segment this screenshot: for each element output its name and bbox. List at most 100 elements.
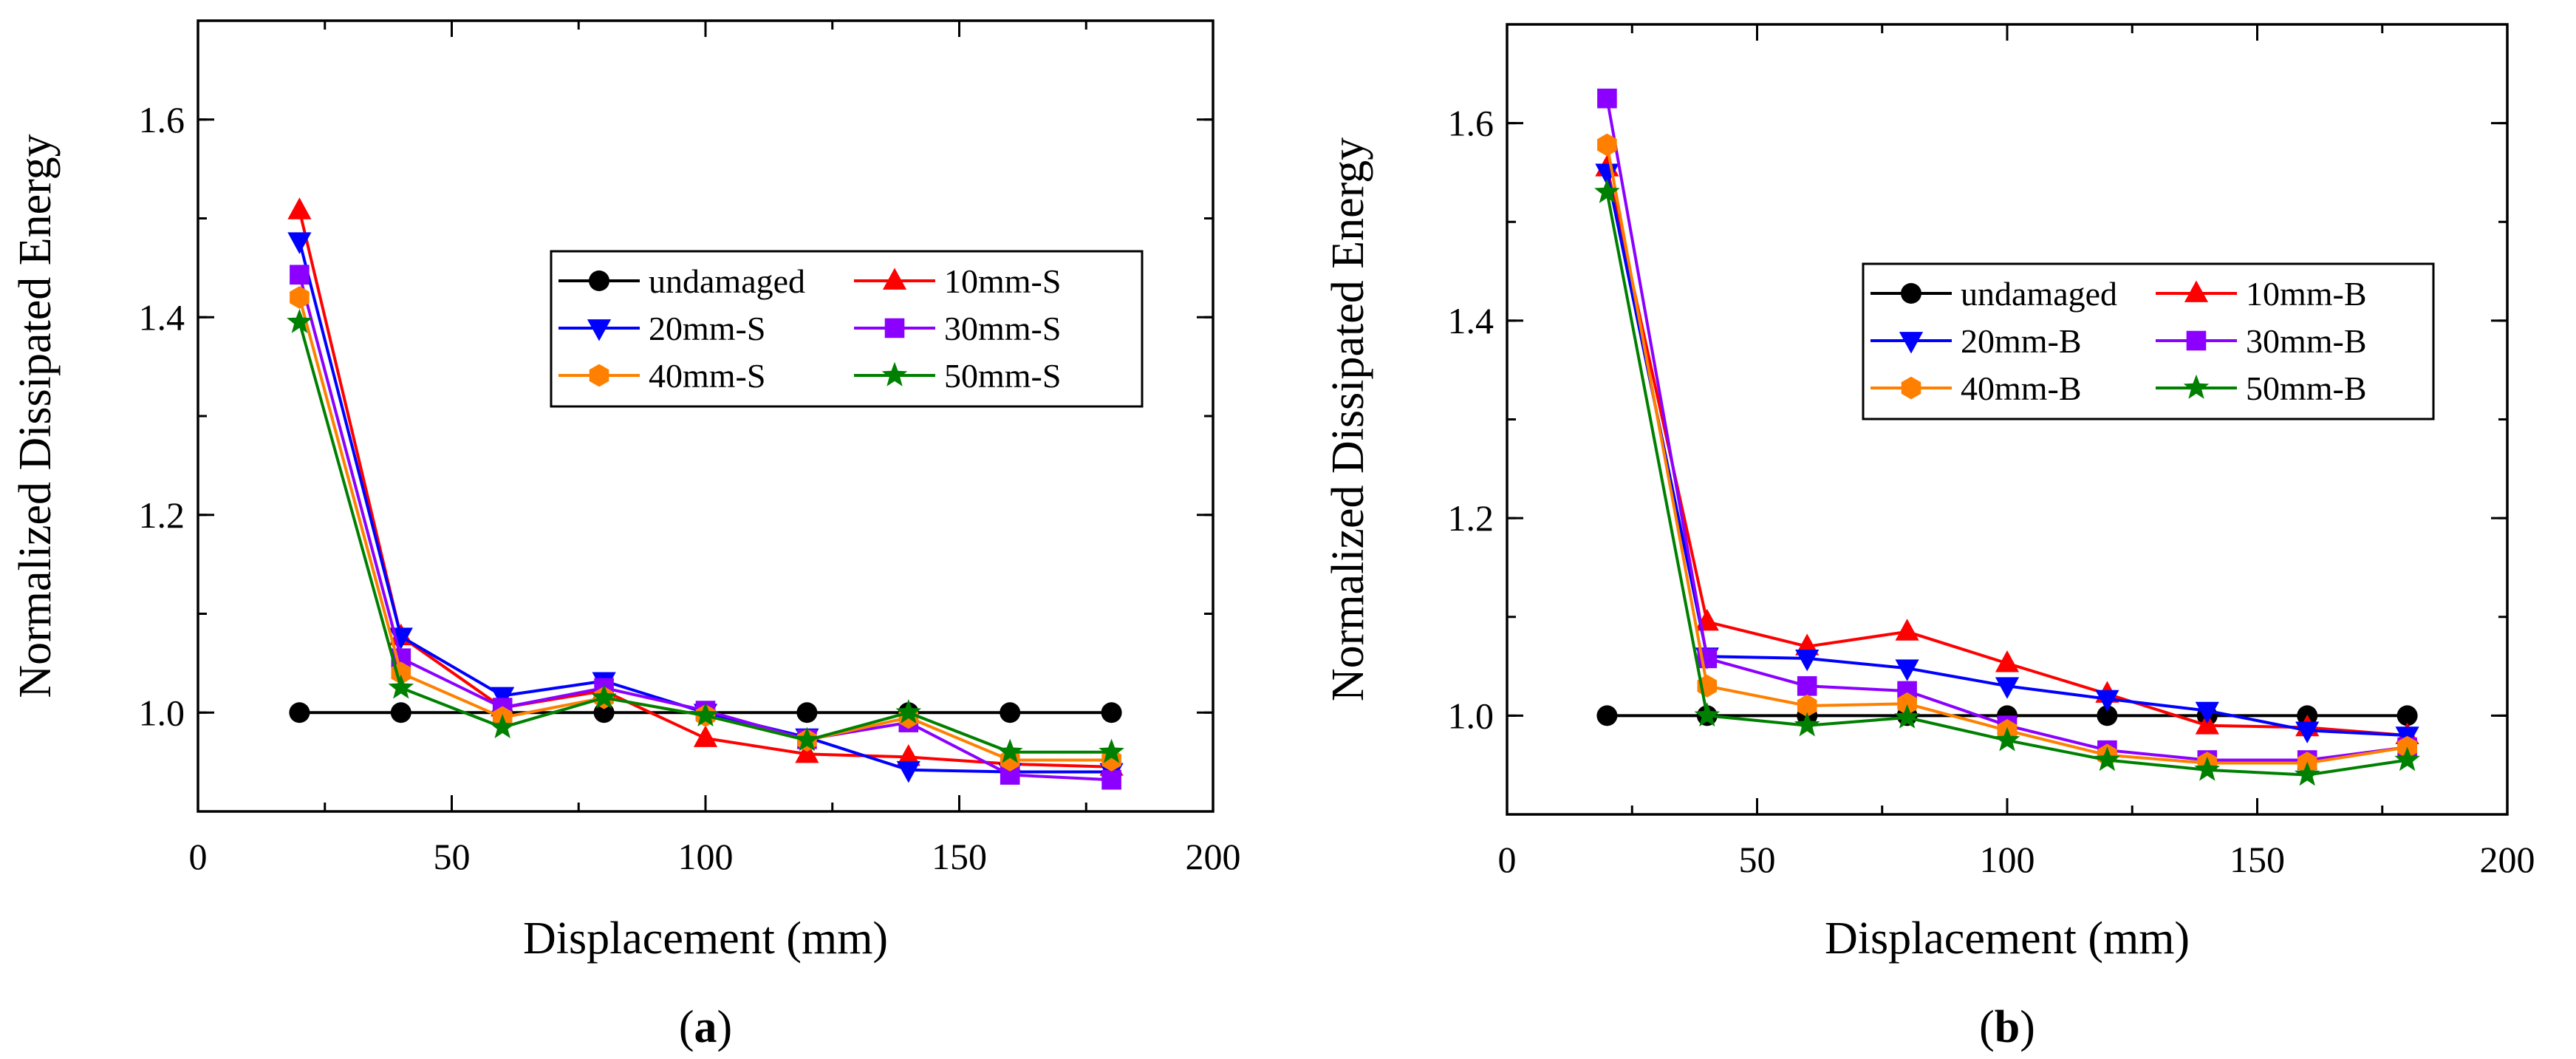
y-tick-label: 1.0 bbox=[1448, 695, 1494, 736]
series-line-10mm-B bbox=[1605, 167, 2408, 738]
legend-label: 40mm-B bbox=[1961, 370, 2082, 407]
plot-frame bbox=[197, 19, 1214, 813]
legend-marker bbox=[1901, 283, 1921, 304]
data-point-10mm-B bbox=[1995, 650, 2020, 672]
data-point-undamaged bbox=[289, 702, 310, 723]
panel-label-letter: a bbox=[694, 1002, 717, 1052]
y-tick-label: 1.2 bbox=[1448, 497, 1494, 539]
data-point-30mm-B bbox=[1797, 675, 1817, 696]
data-point-10mm-S bbox=[795, 740, 819, 763]
data-point-50mm-S bbox=[794, 726, 820, 752]
series-50mm-S bbox=[287, 308, 1124, 763]
data-point-50mm-S bbox=[1099, 738, 1124, 763]
legend-marker bbox=[2184, 280, 2209, 302]
legend-marker bbox=[587, 319, 612, 341]
series-20mm-B bbox=[1595, 163, 2419, 749]
data-point-40mm-B bbox=[1797, 694, 1817, 718]
legend-label: 50mm-B bbox=[2246, 370, 2367, 407]
data-point-50mm-B bbox=[2394, 746, 2420, 772]
data-point-undamaged bbox=[1000, 702, 1021, 723]
legend-marker bbox=[2186, 330, 2207, 351]
legend-item-undamaged: undamaged bbox=[558, 262, 805, 300]
data-point-10mm-B bbox=[1895, 619, 1919, 641]
legend-label: undamaged bbox=[1961, 275, 2117, 313]
x-tick-label: 150 bbox=[932, 836, 987, 877]
data-point-20mm-S bbox=[896, 760, 920, 783]
x-tick-label: 50 bbox=[434, 836, 471, 877]
legend-item-undamaged: undamaged bbox=[1870, 275, 2117, 313]
chart-panel-b: 0 50 100 150 200 1.0 1.2 1.4 1.6 Displacement (mm… bbox=[1323, 23, 2535, 1052]
data-point-20mm-S bbox=[287, 232, 312, 254]
data-point-30mm-B bbox=[1597, 88, 1617, 109]
x-tick-label: 50 bbox=[1739, 839, 1776, 880]
legend-marker bbox=[1901, 376, 1921, 400]
legend: undamaged 10mm-S 20mm-S 30mm-S 40mm-S 50mm-S bbox=[550, 250, 1144, 408]
y-tick-label: 1.0 bbox=[139, 692, 185, 733]
data-point-30mm-S bbox=[1101, 769, 1121, 790]
legend-marker bbox=[589, 270, 609, 291]
x-tick-label: 100 bbox=[678, 836, 734, 877]
x-tick-label: 100 bbox=[1980, 839, 2035, 880]
x-axis-title: Displacement (mm) bbox=[1825, 913, 2190, 964]
legend-label: 20mm-B bbox=[1961, 322, 2082, 360]
legend-marker bbox=[589, 364, 609, 387]
x-tick-label: 0 bbox=[1498, 839, 1517, 880]
legend-marker bbox=[881, 361, 908, 387]
data-point-30mm-S bbox=[290, 265, 310, 285]
data-point-50mm-B bbox=[2294, 761, 2320, 786]
legend-marker bbox=[2183, 374, 2210, 399]
legend-item-30mm-S: 30mm-S bbox=[854, 310, 1061, 347]
legend-label: 10mm-S bbox=[944, 262, 1061, 300]
data-point-50mm-B bbox=[1594, 179, 1620, 203]
y-tick-label: 1.2 bbox=[139, 494, 185, 536]
data-point-10mm-S bbox=[287, 197, 312, 219]
data-point-50mm-S bbox=[997, 738, 1023, 763]
series-50mm-B bbox=[1594, 179, 2420, 786]
data-point-40mm-S bbox=[290, 286, 310, 309]
data-point-undamaged bbox=[2396, 705, 2418, 726]
data-point-10mm-S bbox=[896, 743, 920, 766]
legend-item-30mm-B: 30mm-B bbox=[2156, 322, 2367, 360]
legend-label: 30mm-B bbox=[2246, 322, 2367, 360]
data-point-undamaged bbox=[593, 702, 615, 723]
data-point-undamaged bbox=[1101, 702, 1122, 723]
x-tick-label: 200 bbox=[2480, 839, 2535, 880]
data-point-50mm-S bbox=[489, 714, 516, 738]
data-point-50mm-B bbox=[2194, 756, 2221, 781]
legend-item-50mm-B: 50mm-B bbox=[2156, 370, 2367, 407]
legend: undamaged 10mm-B 20mm-B 30mm-B 40mm-B 50mm-B bbox=[1862, 262, 2435, 420]
legend-item-10mm-S: 10mm-S bbox=[854, 262, 1061, 300]
legend-box bbox=[1862, 262, 2435, 420]
data-point-50mm-S bbox=[692, 702, 719, 726]
legend-item-40mm-S: 40mm-S bbox=[558, 357, 765, 395]
legend-label: 20mm-S bbox=[649, 310, 765, 347]
data-point-40mm-B bbox=[1897, 692, 1917, 715]
data-point-50mm-B bbox=[1794, 712, 1820, 737]
legend-item-50mm-S: 50mm-S bbox=[854, 357, 1061, 395]
data-point-undamaged bbox=[796, 702, 818, 723]
data-point-undamaged bbox=[390, 702, 411, 723]
legend-marker bbox=[882, 268, 907, 290]
data-point-50mm-B bbox=[2094, 746, 2120, 772]
chart-panel-a: 0 50 100 150 200 1.0 1.2 1.4 1.6 Displacement (mm… bbox=[10, 19, 1241, 1052]
data-point-50mm-S bbox=[388, 674, 414, 699]
panel-label-letter: b bbox=[1995, 1002, 2020, 1052]
legend-box bbox=[550, 250, 1144, 408]
data-point-50mm-S bbox=[287, 308, 312, 333]
y-tick-label: 1.4 bbox=[139, 296, 185, 338]
y-axis-title: Normalized Dissipated Energy bbox=[1323, 137, 1373, 701]
y-tick-label: 1.4 bbox=[1448, 300, 1494, 341]
data-point-10mm-S bbox=[693, 725, 718, 747]
data-point-50mm-B bbox=[1894, 704, 1920, 729]
data-point-20mm-B bbox=[1995, 677, 2020, 699]
x-tick-label: 0 bbox=[189, 836, 208, 877]
data-point-undamaged bbox=[2097, 705, 2118, 726]
x-axis-title: Displacement (mm) bbox=[523, 913, 888, 964]
legend-item-20mm-B: 20mm-B bbox=[1870, 322, 2082, 360]
legend-label: undamaged bbox=[649, 262, 805, 300]
legend-item-40mm-B: 40mm-B bbox=[1870, 370, 2082, 407]
legend-label: 50mm-S bbox=[944, 357, 1061, 395]
x-tick-label: 150 bbox=[2230, 839, 2285, 880]
data-point-undamaged bbox=[1596, 705, 1618, 726]
